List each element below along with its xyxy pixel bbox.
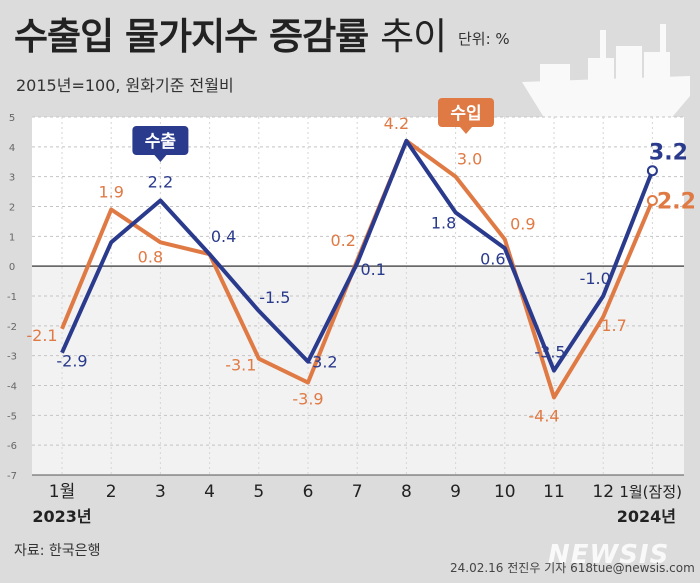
year-label: 2024년 xyxy=(617,507,676,526)
y-tick-label: -1 xyxy=(7,292,17,303)
export-data-label: 0.4 xyxy=(211,227,236,246)
chart-subtitle: 2015년=100, 원화기준 전월비 xyxy=(16,76,234,95)
chart-title: 수출입 물가지수 증감률 추이 xyxy=(14,6,447,60)
x-tick-label: 12 xyxy=(592,482,614,502)
y-tick-label: -7 xyxy=(7,471,17,482)
source-note: 자료: 한국은행 xyxy=(14,543,101,559)
import-data-label: -4.4 xyxy=(528,406,559,425)
unit-label: 단위: % xyxy=(458,30,510,48)
y-axis: -7 -6 -5 -4 -3 -2 -1 0 1 2 3 4 5 xyxy=(7,113,17,482)
import-callout-pointer xyxy=(460,127,472,134)
export-endpoint xyxy=(646,165,658,177)
y-tick-label: -5 xyxy=(7,411,17,422)
y-tick-label: 4 xyxy=(9,143,15,154)
import-data-label: -3.1 xyxy=(225,356,256,375)
import-callout-box xyxy=(438,98,494,127)
import-data-label: 0.8 xyxy=(138,247,163,266)
data-labels: -2.9 2.2 0.4 -1.5 -3.2 0.1 1.8 0.6 -3.5 -1.0 3.2 -2… xyxy=(26,114,696,426)
y-tick-label: 5 xyxy=(9,113,15,124)
export-data-label: -2.9 xyxy=(56,352,87,371)
x-tick-label: 6 xyxy=(303,482,314,502)
export-data-label: -3.5 xyxy=(534,343,565,362)
export-line xyxy=(60,138,655,373)
import-data-label: -3.9 xyxy=(292,390,323,409)
export-callout-box xyxy=(132,126,189,155)
import-callout-label: 수입 xyxy=(450,104,481,124)
y-tick-label: -3 xyxy=(7,352,17,363)
import-data-label: -1.7 xyxy=(596,316,627,335)
x-axis: 1월 2 3 4 5 6 7 8 9 10 11 12 1월(잠정) 2023년 2024년 xyxy=(32,474,684,526)
import-data-label: 3.0 xyxy=(457,150,482,169)
x-tick-label: 1월 xyxy=(49,482,75,502)
series-callouts: 수출 수입 xyxy=(132,98,494,162)
export-callout-pointer xyxy=(154,155,167,162)
x-tick-label: 11 xyxy=(543,482,565,502)
x-tick-label: 3 xyxy=(155,482,166,502)
export-data-label: 1.8 xyxy=(431,213,456,232)
x-tick-label: 5 xyxy=(253,482,264,502)
credit-line: 24.02.16 전진우 기자 618tue@newsis.com xyxy=(450,561,695,575)
y-tick-label: -6 xyxy=(7,441,17,452)
x-tick-label: 9 xyxy=(450,482,461,502)
export-data-label: 3.2 xyxy=(649,141,688,166)
x-tick-label: 1월(잠정) xyxy=(619,483,682,501)
export-callout-label: 수출 xyxy=(145,132,177,152)
import-data-label: 2.2 xyxy=(657,190,696,215)
import-data-label: 4.2 xyxy=(384,114,409,133)
export-data-label: 0.6 xyxy=(480,249,505,268)
x-tick-label: 10 xyxy=(494,482,516,502)
import-data-label: 1.9 xyxy=(98,182,123,201)
import-data-label: -2.1 xyxy=(26,326,57,345)
y-tick-label: -2 xyxy=(7,322,17,333)
export-data-label: -1.0 xyxy=(580,269,611,288)
export-data-label: -3.2 xyxy=(306,353,337,372)
plot-area-negative xyxy=(32,266,684,475)
title-bold: 수출입 물가지수 증감률 xyxy=(14,15,369,58)
y-tick-label: 2 xyxy=(9,203,15,214)
export-data-label: 2.2 xyxy=(148,173,173,192)
plot-area-positive xyxy=(32,117,684,267)
export-data-label: -1.5 xyxy=(259,288,290,307)
x-tick-label: 8 xyxy=(401,482,412,502)
x-tick-label: 2 xyxy=(106,482,117,502)
export-data-label: 0.1 xyxy=(360,260,385,279)
import-endpoint xyxy=(646,195,658,207)
y-tick-label: -4 xyxy=(7,382,17,393)
ship-icon xyxy=(522,24,690,124)
import-data-label: 0.2 xyxy=(330,231,355,250)
y-tick-label: 1 xyxy=(9,232,15,243)
series-lines xyxy=(60,138,658,400)
x-tick-label: 4 xyxy=(204,482,215,502)
import-data-label: 0.9 xyxy=(510,214,535,233)
chart-grid xyxy=(32,116,684,476)
newsis-logo: NEWSIS xyxy=(548,540,670,570)
x-tick-label: 7 xyxy=(352,482,363,502)
year-label: 2023년 xyxy=(32,507,91,526)
title-light: 추이 xyxy=(380,15,447,58)
y-tick-label: 0 xyxy=(9,262,15,273)
y-tick-label: 3 xyxy=(9,173,15,184)
